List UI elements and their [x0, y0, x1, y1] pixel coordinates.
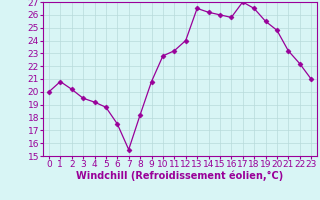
- X-axis label: Windchill (Refroidissement éolien,°C): Windchill (Refroidissement éolien,°C): [76, 171, 284, 181]
